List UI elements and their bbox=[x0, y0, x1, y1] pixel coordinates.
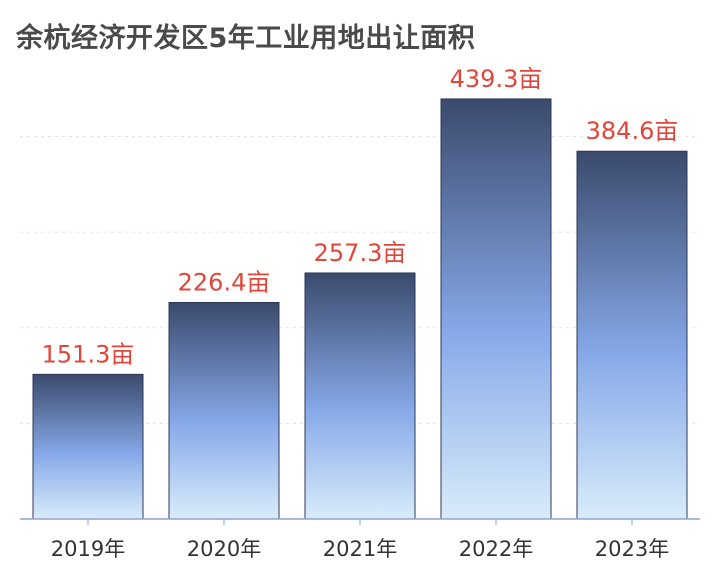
value-label-2023年: 384.6亩 bbox=[586, 117, 679, 145]
value-label-2019年: 151.3亩 bbox=[42, 340, 135, 368]
x-tick-label-2023年: 2023年 bbox=[595, 537, 669, 561]
x-axis-ticks: 2019年 2020年 2021年 2022年 2023年 bbox=[51, 519, 669, 561]
x-tick-label-2022年: 2022年 bbox=[459, 537, 533, 561]
bar-2023年 bbox=[576, 150, 688, 520]
bars bbox=[32, 98, 688, 520]
bar-2020年 bbox=[168, 302, 280, 520]
x-tick-label-2019年: 2019年 bbox=[51, 537, 125, 561]
x-tick-label-2021年: 2021年 bbox=[323, 537, 397, 561]
value-label-2022年: 439.3亩 bbox=[450, 65, 543, 93]
chart-title: 余杭经济开发区5年工业用地出让面积 bbox=[16, 23, 476, 54]
bar-2021年 bbox=[304, 272, 416, 520]
x-tick-label-2020年: 2020年 bbox=[187, 537, 261, 561]
value-label-2020年: 226.4亩 bbox=[178, 269, 271, 297]
value-labels: 151.3亩 226.4亩 257.3亩 439.3亩 384.6亩 bbox=[42, 65, 679, 368]
bar-2022年 bbox=[440, 98, 552, 520]
value-label-2021年: 257.3亩 bbox=[314, 239, 407, 267]
bar-2019年 bbox=[32, 373, 144, 520]
